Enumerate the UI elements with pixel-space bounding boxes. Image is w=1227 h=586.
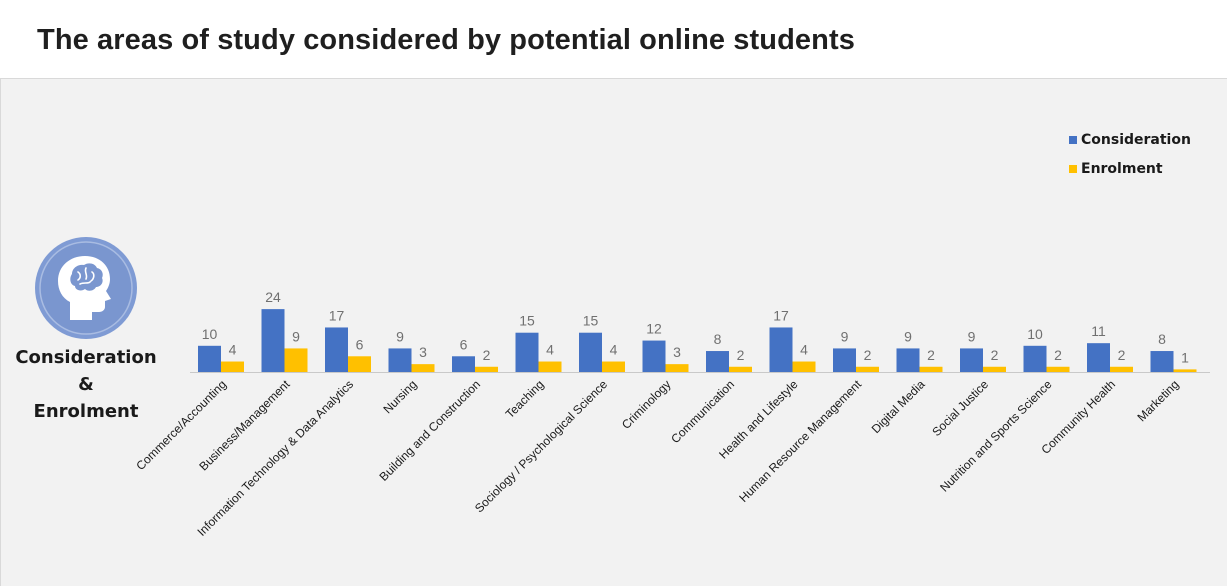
data-label: 2 — [1054, 347, 1062, 363]
bar-consideration — [261, 309, 285, 372]
data-label: 10 — [1027, 326, 1043, 342]
bar-consideration — [960, 348, 983, 372]
category-label: Human Resource Management — [736, 377, 864, 505]
data-label: 9 — [904, 328, 912, 344]
category-label: Social Justice — [929, 377, 991, 439]
data-label: 9 — [968, 328, 976, 344]
category-label: Communication — [668, 377, 737, 446]
data-label: 2 — [991, 347, 999, 363]
bar-enrolment — [1046, 366, 1070, 372]
data-label: 4 — [800, 342, 808, 358]
category-label: Sociology / Psychological Science — [472, 377, 610, 515]
side-label-line2: & — [78, 374, 94, 395]
data-label: 2 — [927, 347, 935, 363]
category-label: Nutrition and Sports Science — [937, 377, 1055, 495]
bar-enrolment — [983, 366, 1006, 372]
bar-enrolment — [1110, 366, 1133, 372]
side-label-line3: Enrolment — [33, 401, 139, 422]
data-label: 3 — [673, 344, 681, 360]
legend-item-enrolment: Enrolment — [1069, 154, 1191, 183]
bar-consideration — [1087, 343, 1110, 372]
bar-consideration — [769, 327, 793, 372]
data-label: 4 — [610, 342, 618, 358]
bar-consideration — [896, 348, 920, 372]
bar-enrolment — [538, 361, 562, 372]
bar-enrolment — [792, 361, 816, 372]
bar-consideration — [325, 327, 348, 372]
bar-enrolment — [1173, 369, 1197, 372]
bar-enrolment — [475, 366, 498, 372]
data-label: 24 — [265, 289, 281, 305]
data-label: 4 — [546, 342, 554, 358]
data-label: 1 — [1181, 349, 1189, 365]
data-label: 17 — [329, 307, 345, 323]
bar-consideration — [1023, 345, 1047, 372]
head-brain-icon — [34, 236, 138, 340]
bar-consideration — [1150, 351, 1174, 372]
data-label: 2 — [483, 347, 491, 363]
category-label: Criminology — [619, 377, 674, 432]
bar-chart: 104Commerce/Accounting249Business/Manage… — [133, 289, 1210, 539]
bar-enrolment — [411, 364, 435, 372]
bar-enrolment — [602, 361, 625, 372]
legend-swatch-enrolment — [1069, 164, 1077, 173]
bar-enrolment — [856, 366, 879, 372]
legend-label-enrolment: Enrolment — [1081, 160, 1163, 177]
data-label: 6 — [460, 336, 468, 352]
bar-consideration — [706, 351, 729, 372]
side-label-line1: Consideration — [15, 347, 157, 368]
category-label: Teaching — [503, 377, 547, 421]
data-label: 8 — [1158, 331, 1166, 347]
category-label: Nursing — [380, 377, 419, 416]
bar-enrolment — [284, 348, 308, 372]
legend-swatch-consideration — [1069, 135, 1077, 144]
side-label: Consideration & Enrolment — [11, 344, 161, 425]
bar-enrolment — [729, 366, 752, 372]
data-label: 9 — [841, 328, 849, 344]
legend-label-consideration: Consideration — [1081, 131, 1191, 148]
data-label: 15 — [519, 313, 535, 329]
data-label: 2 — [864, 347, 872, 363]
chart-panel: 10 4 Commerce/Accounting 24 9 Business/Manage… — [0, 78, 1227, 586]
data-label: 9 — [292, 328, 300, 344]
bar-enrolment — [665, 364, 689, 372]
data-label: 11 — [1091, 323, 1106, 339]
bar-consideration — [579, 332, 602, 372]
bar-consideration — [198, 345, 221, 372]
bar-enrolment — [348, 356, 371, 372]
bar-consideration — [452, 356, 475, 372]
data-label: 15 — [583, 313, 599, 329]
category-label: Marketing — [1134, 377, 1181, 424]
page-title: The areas of study considered by potenti… — [37, 24, 855, 56]
bar-consideration — [833, 348, 856, 372]
data-label: 2 — [737, 347, 745, 363]
data-label: 3 — [419, 344, 427, 360]
data-label: 17 — [773, 307, 789, 323]
legend-item-consideration: Consideration — [1069, 125, 1191, 154]
bar-consideration — [388, 348, 412, 372]
bar-consideration — [515, 332, 539, 372]
data-label: 2 — [1118, 347, 1126, 363]
data-label: 12 — [646, 321, 662, 337]
bar-consideration — [642, 340, 666, 372]
data-label: 9 — [396, 328, 404, 344]
data-label: 6 — [356, 336, 364, 352]
data-label: 4 — [229, 342, 237, 358]
data-label: 8 — [714, 331, 722, 347]
bar-enrolment — [919, 366, 943, 372]
chart-legend: Consideration Enrolment — [1069, 125, 1191, 183]
category-label: Digital Media — [869, 377, 928, 436]
data-label: 10 — [202, 326, 218, 342]
bar-enrolment — [221, 361, 244, 372]
